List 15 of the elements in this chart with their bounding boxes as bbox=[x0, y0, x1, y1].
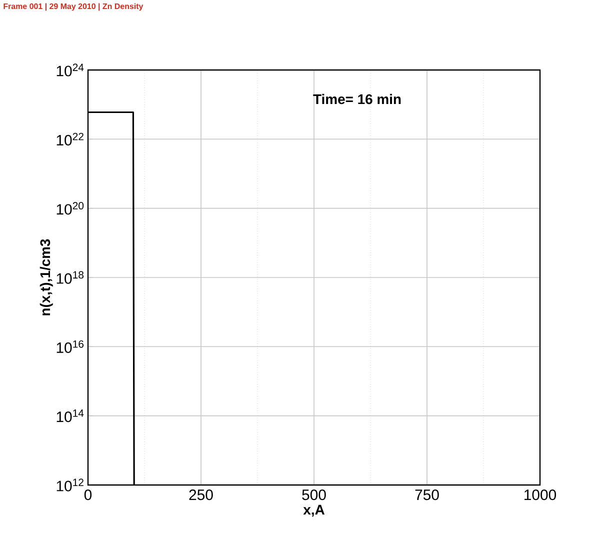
y-tick-label: 10$^{20}$ bbox=[56, 202, 84, 215]
y-tick-label: 10$^{22}$ bbox=[56, 132, 84, 146]
x-tick-label: 250 bbox=[189, 490, 213, 500]
y-tick-label: 10$^{24}$ bbox=[56, 64, 84, 76]
y-tick-label: 10$^{16}$ bbox=[56, 340, 84, 353]
x-tick-label: 500 bbox=[302, 490, 326, 500]
annotation: Time= 16 min bbox=[313, 94, 401, 104]
y-tick-label: 10$^{14}$ bbox=[56, 410, 84, 422]
y-axis-title: n(x,t),1/cm3 bbox=[40, 239, 53, 316]
x-tick-label: 0 bbox=[84, 490, 92, 500]
x-tick-label: 1000 bbox=[524, 490, 556, 500]
y-tick-label: 10$^{12}$ bbox=[56, 478, 84, 492]
x-tick-label: 750 bbox=[415, 490, 439, 500]
x-axis-title: x,A bbox=[303, 504, 324, 517]
y-tick-label: 10$^{18}$ bbox=[56, 271, 84, 284]
